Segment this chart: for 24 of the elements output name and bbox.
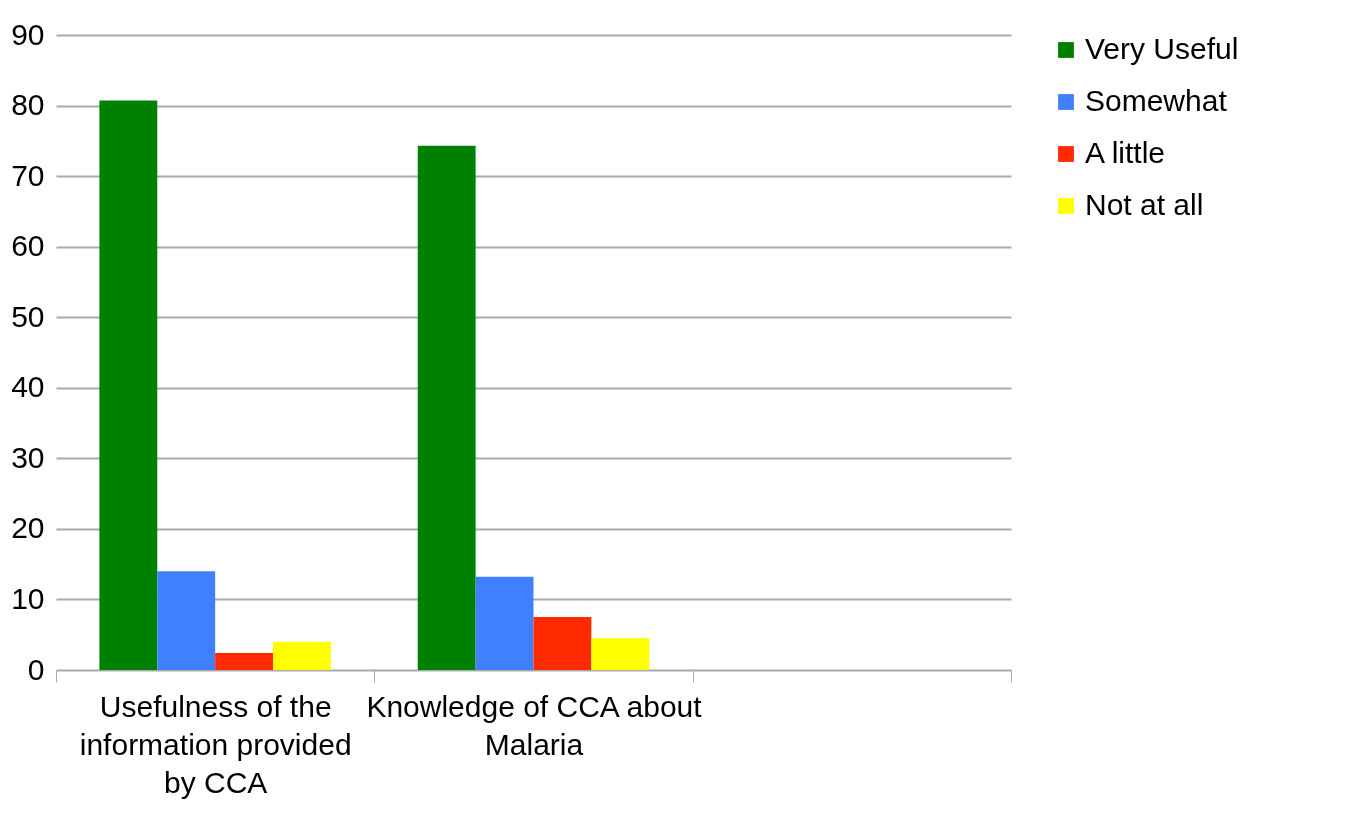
y-tick-label: 60 xyxy=(11,229,45,263)
x-tick-label: Usefulness of the information provided by CCA xyxy=(79,689,352,799)
y-tick-label: 0 xyxy=(27,652,45,686)
legend-label: Very Useful xyxy=(1085,32,1239,65)
bar xyxy=(591,638,650,670)
bar xyxy=(475,576,534,670)
bar xyxy=(157,571,216,670)
bar xyxy=(99,100,158,670)
legend-label: Not at all xyxy=(1085,188,1204,221)
y-tick-label: 90 xyxy=(11,17,45,51)
y-tick-label: 40 xyxy=(11,370,45,404)
bar xyxy=(533,617,592,670)
bar xyxy=(273,641,331,670)
y-tick-label: 20 xyxy=(11,511,45,545)
bar xyxy=(417,145,476,670)
bar xyxy=(215,653,274,670)
y-tick-label: 30 xyxy=(11,440,45,474)
legend-label: Somewhat xyxy=(1085,84,1228,117)
y-tick-label: 50 xyxy=(11,299,45,333)
y-tick-label: 70 xyxy=(11,158,45,192)
y-tick-label: 10 xyxy=(11,581,45,615)
x-tick-label: Knowledge of CCA about Malaria xyxy=(366,689,703,761)
y-tick-label: 80 xyxy=(11,88,45,122)
legend-label: A little xyxy=(1085,136,1166,169)
